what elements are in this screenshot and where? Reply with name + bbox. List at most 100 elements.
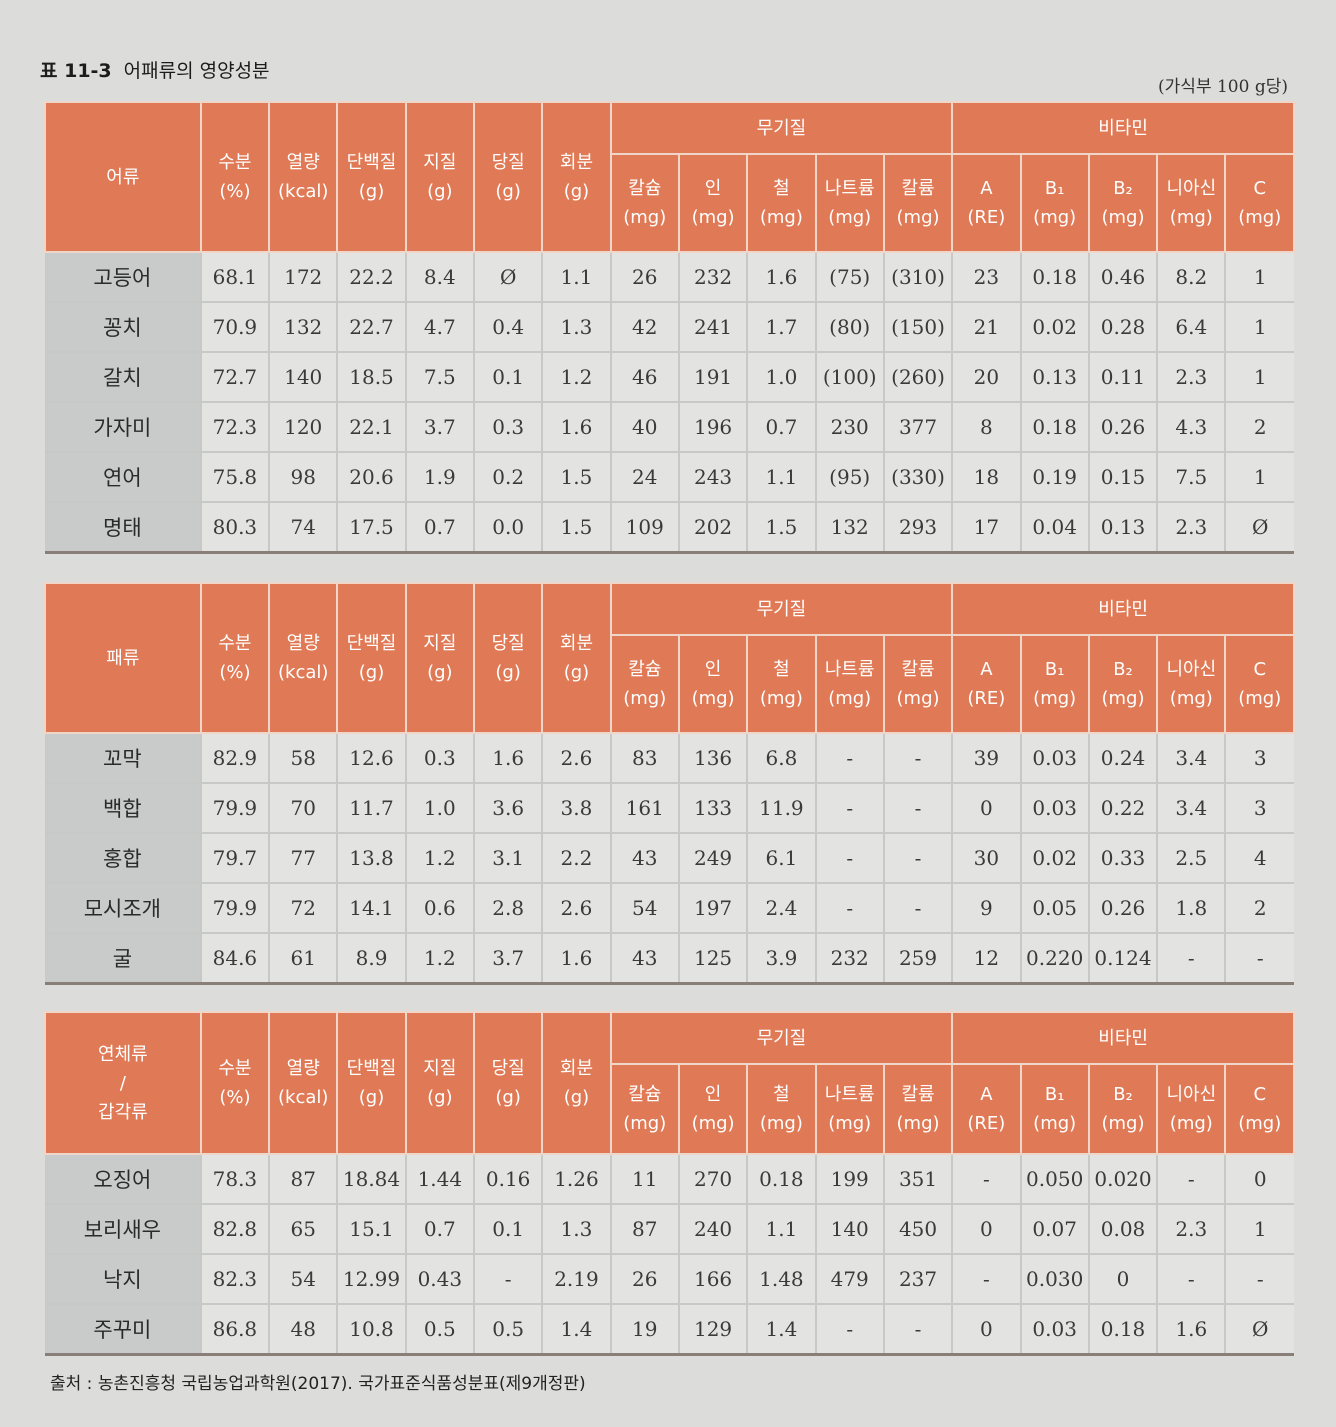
- column-name: 단백질: [346, 1058, 397, 1079]
- table-cell: -: [814, 832, 884, 883]
- table-cell: 0.02: [1019, 832, 1089, 883]
- table-cell: (75): [814, 252, 884, 302]
- column-header: 단백질 (g): [336, 101, 407, 253]
- column-name: C: [1253, 659, 1267, 680]
- column-unit: (mg): [1033, 688, 1077, 709]
- table-row: 꽁치 70.9 132 22.7 4.7 0.4 1.3 42 241 1.7 (80) (150) 2…: [45, 301, 1294, 352]
- column-unit: (mg): [623, 1113, 667, 1134]
- column-header: B₂ (mg): [1087, 634, 1159, 734]
- table-number: 표 11-3: [40, 60, 112, 82]
- column-unit: (mg): [759, 1113, 803, 1134]
- table-cell: 1: [1224, 451, 1294, 502]
- column-unit: (mg): [1169, 207, 1213, 228]
- table-cell: 40: [609, 401, 679, 452]
- column-header: 당질 (g): [472, 101, 544, 253]
- column-name: 나트륨: [824, 178, 875, 199]
- column-name: A: [980, 1084, 993, 1105]
- column-name: 니아신: [1166, 178, 1217, 199]
- table-cell: 48: [268, 1303, 338, 1356]
- table-cell: 161: [609, 782, 679, 833]
- column-name: 수분: [218, 633, 252, 654]
- table-cell: 42: [609, 301, 679, 352]
- table-cell: 18: [951, 451, 1021, 502]
- table-cell: -: [951, 1154, 1021, 1204]
- column-name: 수분: [218, 1058, 252, 1079]
- table-cell: 0.1: [472, 1203, 543, 1254]
- table-cell: 1.2: [541, 351, 611, 402]
- column-header: 열량 (kcal): [268, 582, 339, 734]
- column-name: 철: [773, 178, 790, 199]
- category-label: 연체류: [98, 1043, 148, 1065]
- column-unit: (kcal): [278, 181, 329, 202]
- table-cell: 1.2: [404, 832, 474, 883]
- column-unit: (mg): [1169, 1113, 1213, 1134]
- table-cell: 0.04: [1019, 501, 1089, 554]
- table-cell: 2.6: [541, 882, 611, 933]
- column-name: 회분: [559, 1058, 594, 1079]
- column-name: 칼륨: [901, 659, 935, 680]
- column-unit: (mg): [691, 207, 735, 228]
- table-cell: 2: [1224, 882, 1294, 933]
- table-cell: 70.9: [199, 301, 270, 352]
- column-unit: (g): [427, 1087, 453, 1108]
- table-cell: Ø: [1224, 1303, 1294, 1356]
- table-cell: 0.0: [472, 501, 543, 554]
- table-cell: -: [882, 782, 953, 833]
- table-cell: 0: [951, 1303, 1021, 1356]
- column-header: 철 (mg): [746, 634, 817, 734]
- table-cell: -: [882, 882, 953, 933]
- column-name: 당질: [491, 633, 525, 654]
- table-title-text: 어패류의 영양성분: [123, 60, 270, 82]
- table-cell: 0.33: [1087, 832, 1158, 883]
- table-cell: 1.6: [541, 932, 611, 985]
- table-cell: 479: [814, 1253, 884, 1304]
- column-name: 지질: [423, 1058, 457, 1079]
- row-name: 가자미: [45, 401, 201, 452]
- column-unit: (mg): [1238, 1113, 1282, 1134]
- table-cell: 120: [268, 401, 338, 452]
- table-cell: 82.3: [199, 1253, 270, 1304]
- column-name: B₂: [1113, 178, 1133, 199]
- row-name: 보리새우: [45, 1203, 201, 1254]
- column-name: 칼슘: [628, 178, 662, 199]
- table-cell: 1.6: [472, 733, 543, 783]
- column-unit: (mg): [691, 688, 735, 709]
- table-cell: 79.9: [199, 782, 270, 833]
- table-cell: 132: [268, 301, 338, 352]
- table-cell: 1.6: [1156, 1303, 1226, 1356]
- table-cell: 2.4: [746, 882, 816, 933]
- column-unit: (mg): [623, 207, 667, 228]
- table-cell: (310): [882, 252, 953, 302]
- table-cell: 2.6: [541, 733, 611, 783]
- table-cell: (150): [882, 301, 953, 352]
- table-row: 백합 79.9 70 11.7 1.0 3.6 3.8 161 133 11.9- -0 0.03 0.…: [45, 782, 1294, 833]
- table-cell: 0.03: [1019, 733, 1089, 783]
- table-cell: 0.08: [1087, 1203, 1158, 1254]
- table-cell: 0: [951, 1203, 1021, 1254]
- table-row: 낙지 82.3 54 12.99 0.43-2.19 26 166 1.48 479 237-0.…: [45, 1253, 1294, 1304]
- table-cell: 3: [1224, 782, 1294, 833]
- table-cell: 0: [1087, 1253, 1158, 1304]
- table-cell: 72: [268, 882, 338, 933]
- table-cell: 1.3: [541, 301, 611, 352]
- table-row: 갈치 72.7 140 18.5 7.5 0.1 1.2 46 191 1.0 (100) (260)…: [45, 351, 1294, 402]
- column-header: 당질 (g): [472, 582, 544, 734]
- table-cell: (100): [814, 351, 884, 402]
- column-header: 회분 (g): [541, 101, 612, 253]
- column-unit: (g): [563, 181, 590, 202]
- table-cell: 20: [951, 351, 1021, 402]
- table-cell: 197: [677, 882, 748, 933]
- column-header: 칼슘 (mg): [609, 634, 680, 734]
- table-cell: 249: [677, 832, 748, 883]
- table-cell: 82.8: [199, 1203, 270, 1254]
- column-header: 회분 (g): [541, 582, 612, 734]
- column-unit: (%): [219, 662, 251, 683]
- column-unit: (mg): [1169, 688, 1213, 709]
- table-cell: 270: [677, 1154, 748, 1204]
- table-cell: 0.6: [404, 882, 474, 933]
- table-cell: 8.4: [404, 252, 474, 302]
- table-cell: -: [814, 733, 884, 783]
- table-cell: 79.7: [199, 832, 270, 883]
- table-cell: 191: [677, 351, 748, 402]
- column-unit: (g): [358, 181, 385, 202]
